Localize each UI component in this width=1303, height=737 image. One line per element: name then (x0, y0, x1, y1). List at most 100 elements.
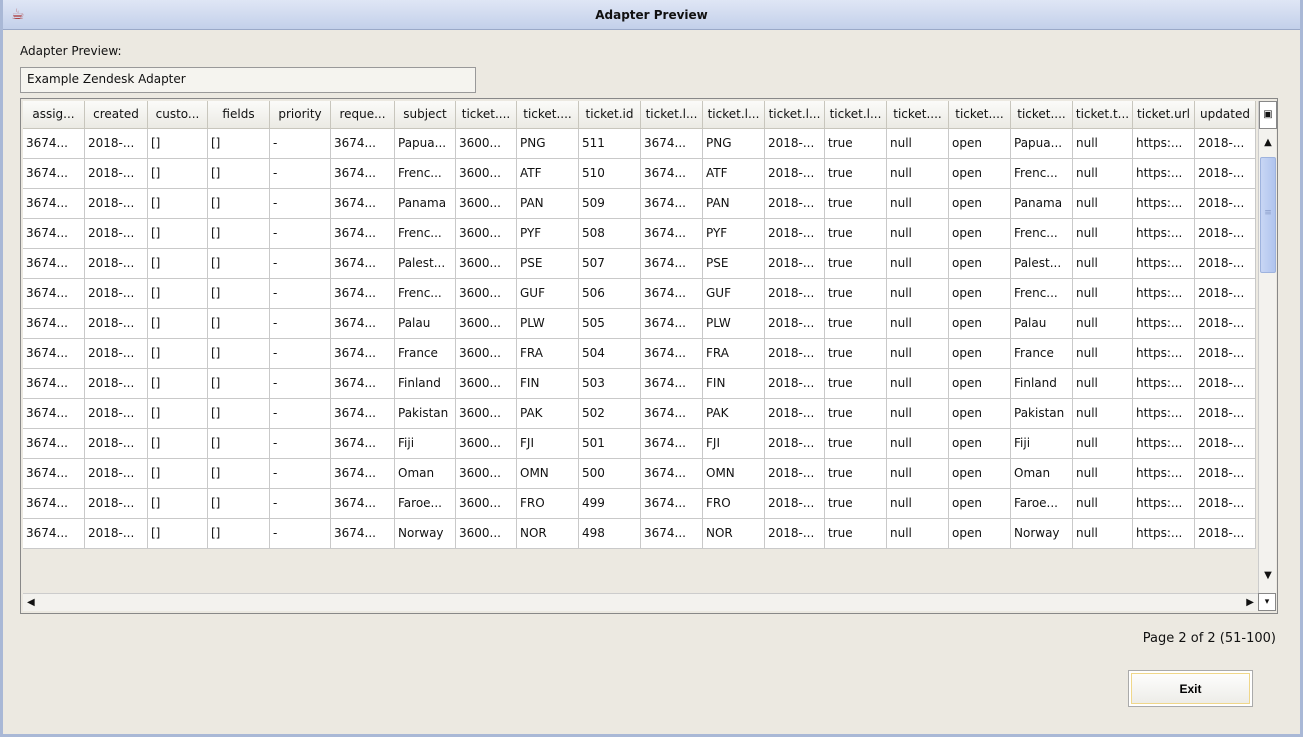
table-cell[interactable]: null (1073, 339, 1133, 369)
table-cell[interactable]: 3674... (23, 129, 85, 159)
table-cell[interactable]: true (825, 519, 887, 549)
table-cell[interactable]: NOR (517, 519, 579, 549)
table-cell[interactable]: open (949, 459, 1011, 489)
table-cell[interactable]: null (1073, 519, 1133, 549)
column-header[interactable]: created (85, 101, 148, 129)
table-cell[interactable]: 3600... (456, 189, 517, 219)
table-cell[interactable]: PYF (517, 219, 579, 249)
table-cell[interactable]: [] (148, 189, 208, 219)
table-cell[interactable]: FRA (703, 339, 765, 369)
table-cell[interactable]: 2018-... (85, 129, 148, 159)
table-cell[interactable]: Frenc... (1011, 159, 1073, 189)
table-cell[interactable]: null (887, 369, 949, 399)
table-cell[interactable]: 2018-... (85, 279, 148, 309)
table-cell[interactable]: 3600... (456, 519, 517, 549)
table-cell[interactable]: 2018-... (1195, 519, 1256, 549)
table-cell[interactable]: Faroe... (395, 489, 456, 519)
table-cell[interactable]: Oman (395, 459, 456, 489)
table-cell[interactable]: 3600... (456, 219, 517, 249)
column-header[interactable]: assig... (23, 101, 85, 129)
column-control-icon[interactable]: ▣ (1259, 101, 1277, 129)
table-cell[interactable]: true (825, 159, 887, 189)
table-cell[interactable]: null (1073, 249, 1133, 279)
table-row[interactable]: 3674... 2018-...[][] -3674... Norway 3600...… (23, 519, 1256, 549)
table-cell[interactable]: [] (148, 279, 208, 309)
table-cell[interactable]: Fiji (395, 429, 456, 459)
table-cell[interactable]: open (949, 249, 1011, 279)
column-header[interactable]: subject (395, 101, 456, 129)
table-cell[interactable]: 3674... (641, 249, 703, 279)
table-cell[interactable]: - (270, 309, 331, 339)
table-cell[interactable]: PAN (517, 189, 579, 219)
table-cell[interactable]: 2018-... (1195, 459, 1256, 489)
table-cell[interactable]: 2018-... (765, 429, 825, 459)
table-cell[interactable]: - (270, 489, 331, 519)
table-cell[interactable]: 2018-... (85, 189, 148, 219)
table-cell[interactable]: true (825, 309, 887, 339)
column-header[interactable]: custo... (148, 101, 208, 129)
table-cell[interactable]: 2018-... (765, 129, 825, 159)
table-cell[interactable]: PLW (703, 309, 765, 339)
table-cell[interactable]: PSE (517, 249, 579, 279)
table-cell[interactable]: https:... (1133, 459, 1195, 489)
table-cell[interactable]: https:... (1133, 489, 1195, 519)
table-cell[interactable]: null (887, 279, 949, 309)
table-cell[interactable]: https:... (1133, 189, 1195, 219)
table-cell[interactable]: [] (208, 489, 270, 519)
vertical-scrollbar[interactable]: ▣ ▲ ≡ ▼ (1258, 101, 1277, 593)
column-header[interactable]: ticket.... (517, 101, 579, 129)
table-cell[interactable]: Palau (1011, 309, 1073, 339)
table-cell[interactable]: open (949, 219, 1011, 249)
table-cell[interactable]: 3674... (641, 339, 703, 369)
table-cell[interactable]: Norway (1011, 519, 1073, 549)
table-cell[interactable]: Frenc... (1011, 219, 1073, 249)
table-cell[interactable]: 3674... (641, 309, 703, 339)
table-cell[interactable]: [] (148, 249, 208, 279)
table-cell[interactable]: 3674... (23, 519, 85, 549)
table-cell[interactable]: - (270, 399, 331, 429)
table-cell[interactable]: Pakistan (1011, 399, 1073, 429)
table-cell[interactable]: - (270, 279, 331, 309)
column-header[interactable]: priority (270, 101, 331, 129)
table-cell[interactable]: 3600... (456, 369, 517, 399)
table-cell[interactable]: 3674... (331, 189, 395, 219)
table-cell[interactable]: [] (208, 219, 270, 249)
table-cell[interactable]: null (1073, 429, 1133, 459)
table-cell[interactable]: open (949, 339, 1011, 369)
table-cell[interactable]: 3674... (23, 369, 85, 399)
column-header[interactable]: updated (1195, 101, 1256, 129)
table-cell[interactable]: 2018-... (765, 369, 825, 399)
table-cell[interactable]: 2018-... (1195, 189, 1256, 219)
table-cell[interactable]: null (1073, 219, 1133, 249)
table-cell[interactable]: [] (148, 489, 208, 519)
adapter-name-field[interactable]: Example Zendesk Adapter (20, 67, 476, 93)
table-cell[interactable]: 2018-... (765, 489, 825, 519)
table-cell[interactable]: 505 (579, 309, 641, 339)
scroll-thumb[interactable]: ≡ (1260, 157, 1276, 273)
table-cell[interactable]: 2018-... (765, 159, 825, 189)
column-header[interactable]: ticket.... (949, 101, 1011, 129)
table-cell[interactable]: 3674... (23, 309, 85, 339)
table-cell[interactable]: null (887, 219, 949, 249)
table-row[interactable]: 3674... 2018-...[][] -3674... Frenc... 3600.… (23, 219, 1256, 249)
table-cell[interactable]: PNG (517, 129, 579, 159)
horizontal-scrollbar[interactable]: ◀ ▶ (23, 593, 1258, 611)
table-cell[interactable]: null (887, 489, 949, 519)
table-cell[interactable]: Palest... (395, 249, 456, 279)
table-cell[interactable]: 2018-... (85, 399, 148, 429)
table-cell[interactable]: true (825, 429, 887, 459)
table-cell[interactable]: 3674... (641, 129, 703, 159)
table-cell[interactable]: 3674... (331, 159, 395, 189)
table-cell[interactable]: https:... (1133, 129, 1195, 159)
table-cell[interactable]: [] (148, 309, 208, 339)
table-row[interactable]: 3674... 2018-...[][] -3674... Fiji 3600... FJ… (23, 429, 1256, 459)
table-cell[interactable]: 2018-... (1195, 339, 1256, 369)
table-cell[interactable]: 3674... (331, 459, 395, 489)
table-cell[interactable]: - (270, 339, 331, 369)
table-row[interactable]: 3674... 2018-...[][] -3674... Frenc... 3600.… (23, 159, 1256, 189)
table-cell[interactable]: [] (208, 249, 270, 279)
table-row[interactable]: 3674... 2018-...[][] -3674... Pakistan 3600.… (23, 399, 1256, 429)
table-cell[interactable]: null (1073, 489, 1133, 519)
table-cell[interactable]: 3600... (456, 339, 517, 369)
table-cell[interactable]: null (1073, 189, 1133, 219)
